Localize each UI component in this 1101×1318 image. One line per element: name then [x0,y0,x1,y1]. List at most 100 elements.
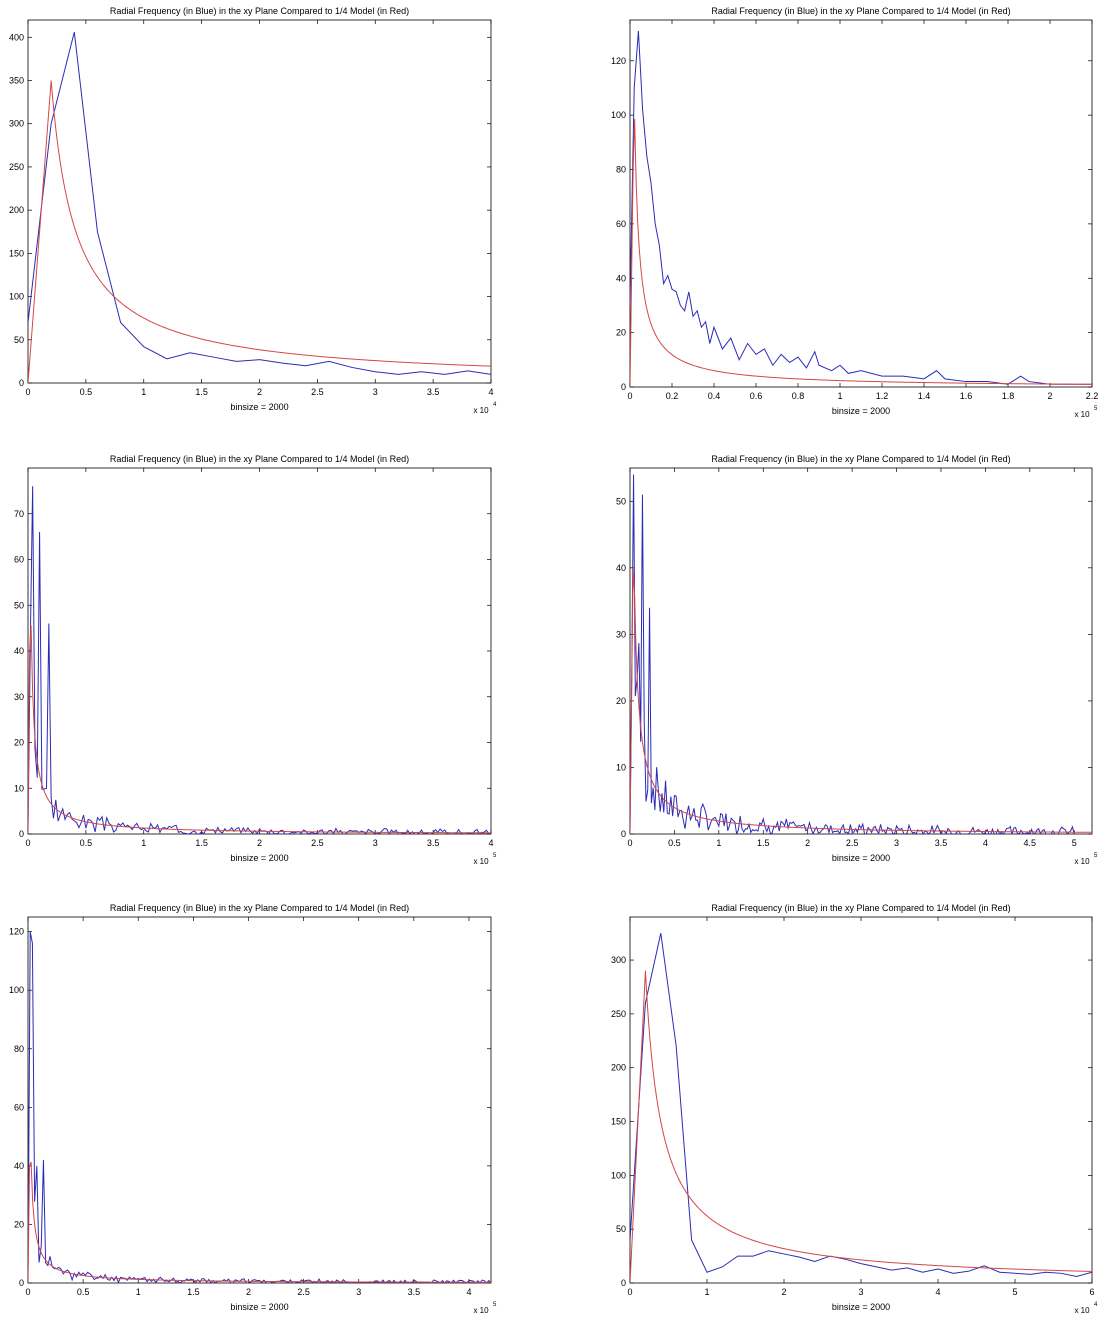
y-tick-label: 10 [14,783,24,793]
plot-area [28,31,491,383]
plot-area [630,474,1092,834]
x-tick-label: 0.5 [80,387,93,397]
y-tick-label: 0 [621,829,626,839]
x-tick-label: 1 [141,838,146,848]
axes-box [629,19,1093,388]
blue-series-line [28,486,491,834]
y-tick-label: 120 [611,56,626,66]
x-tick-label: 5 [1012,1287,1017,1297]
y-tick-label: 60 [14,1102,24,1112]
x-tick-label: 1 [136,1287,141,1297]
y-tick-label: 250 [611,1009,626,1019]
x-tick-label: 1.5 [195,838,208,848]
y-tick-label: 30 [616,629,626,639]
y-tick-label: 350 [9,76,24,86]
x-tick-label: 3 [373,838,378,848]
x-tick-label: 2 [1047,391,1052,401]
x-axis-multiplier-exponent: 5 [493,853,497,859]
blue-series-line [630,474,1075,834]
y-tick-label: 20 [14,738,24,748]
y-tick-label: 10 [616,762,626,772]
y-tick-label: 50 [616,496,626,506]
blue-series-line [630,933,1092,1278]
y-tick-label: 100 [611,110,626,120]
plot-area [28,931,491,1283]
y-tick-label: 0 [19,378,24,388]
y-tick-label: 40 [616,563,626,573]
x-tick-label: 4 [488,387,493,397]
x-axis-multiplier: x 10 [1074,857,1090,866]
x-tick-label: 2.5 [846,838,859,848]
y-tick-label: 60 [14,555,24,565]
chart-title: Radial Frequency (in Blue) in the xy Pla… [110,6,409,16]
chart-3: Radial Frequency (in Blue) in the xy Pla… [14,454,497,866]
y-tick-label: 250 [9,162,24,172]
x-axis-multiplier-exponent: 5 [493,1302,497,1308]
x-tick-label: 4 [488,838,493,848]
x-tick-label: 2.5 [311,387,324,397]
x-tick-label: 3.5 [935,838,948,848]
x-tick-label: 1 [141,387,146,397]
y-tick-label: 60 [616,219,626,229]
y-tick-label: 50 [616,1224,626,1234]
x-tick-label: 0 [25,838,30,848]
y-tick-label: 40 [14,1161,24,1171]
x-axis-multiplier: x 10 [1074,1306,1090,1315]
x-axis-multiplier: x 10 [473,406,489,415]
x-tick-label: 3 [894,838,899,848]
chart-title: Radial Frequency (in Blue) in the xy Pla… [110,454,409,464]
x-tick-label: 2.5 [311,838,324,848]
x-axis-label: binsize = 2000 [230,1302,288,1312]
plot-area [28,486,491,834]
x-tick-label: 2.2 [1086,391,1099,401]
y-tick-label: 0 [19,829,24,839]
y-tick-label: 80 [14,1044,24,1054]
blue-series-line [630,30,1092,385]
chart-title: Radial Frequency (in Blue) in the xy Pla… [711,454,1010,464]
x-axis-multiplier: x 10 [473,1306,489,1315]
red-model-line [630,568,1092,834]
chart-1: Radial Frequency (in Blue) in the xy Pla… [9,6,497,415]
y-tick-label: 0 [19,1278,24,1288]
x-tick-label: 1.8 [1002,391,1015,401]
x-tick-label: 1 [716,838,721,848]
chart-2: Radial Frequency (in Blue) in the xy Pla… [611,6,1098,419]
x-tick-label: 2 [805,838,810,848]
x-tick-label: 4 [935,1287,940,1297]
y-tick-label: 150 [611,1117,626,1127]
plot-area [630,933,1092,1283]
x-tick-label: 3.5 [408,1287,421,1297]
x-tick-label: 1.2 [876,391,889,401]
y-tick-label: 400 [9,32,24,42]
x-tick-label: 6 [1089,1287,1094,1297]
x-axis-label: binsize = 2000 [230,853,288,863]
axes-box [27,19,492,384]
blue-series-line [28,931,491,1283]
x-tick-label: 3.5 [427,838,440,848]
x-tick-label: 0.5 [668,838,681,848]
y-tick-label: 20 [616,696,626,706]
x-axis-multiplier-exponent: 4 [493,402,497,408]
x-tick-label: 4 [466,1287,471,1297]
x-tick-label: 2 [781,1287,786,1297]
chart-5: Radial Frequency (in Blue) in the xy Pla… [9,903,497,1315]
y-tick-label: 300 [611,955,626,965]
x-tick-label: 0.2 [666,391,679,401]
y-tick-label: 20 [14,1219,24,1229]
y-tick-label: 50 [14,600,24,610]
y-tick-label: 20 [616,328,626,338]
chart-title: Radial Frequency (in Blue) in the xy Pla… [110,903,409,913]
red-model-line [28,1161,491,1283]
axes-box [629,467,1093,835]
x-tick-label: 0 [25,1287,30,1297]
x-tick-label: 0.6 [750,391,763,401]
x-tick-label: 1.5 [757,838,770,848]
x-tick-label: 1 [837,391,842,401]
x-tick-label: 2 [246,1287,251,1297]
y-tick-label: 300 [9,119,24,129]
y-tick-label: 100 [9,292,24,302]
y-tick-label: 120 [9,927,24,937]
x-tick-label: 1.5 [195,387,208,397]
x-axis-label: binsize = 2000 [832,406,890,416]
